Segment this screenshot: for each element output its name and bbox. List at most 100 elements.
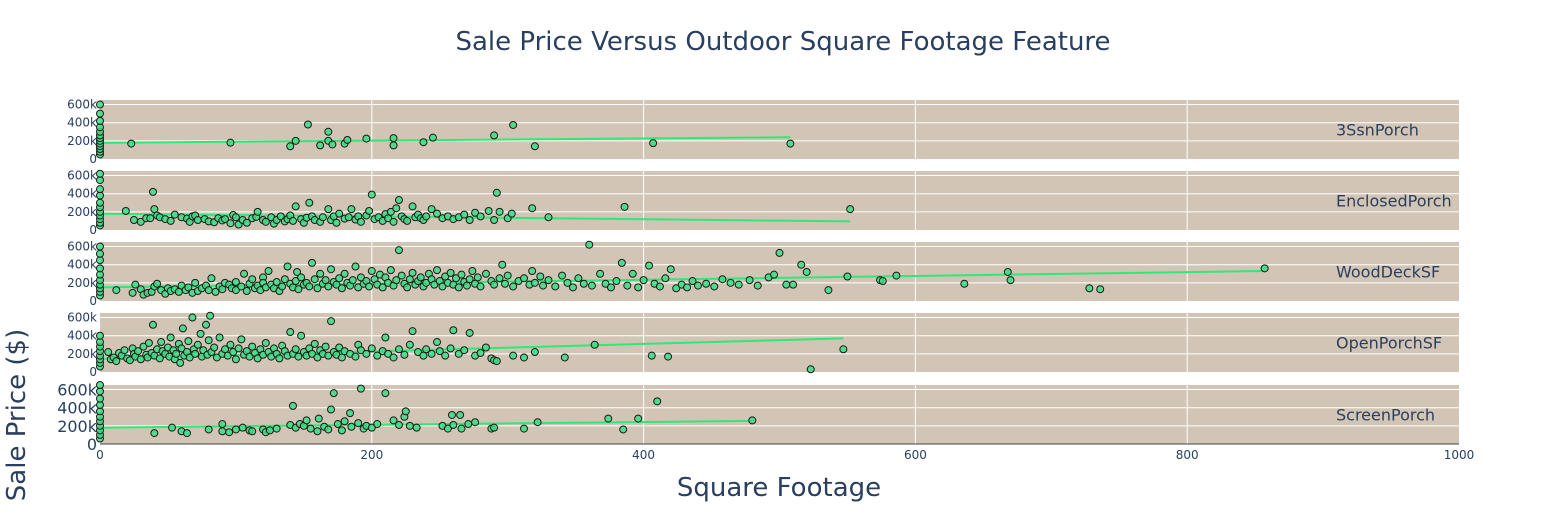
data-point [226,138,235,147]
data-point [457,270,466,279]
data-point [191,278,200,287]
data-point [218,420,227,429]
data-point [433,209,442,218]
data-point [428,133,437,142]
y-tick-label: 600k [67,169,97,183]
data-point [465,275,474,284]
data-point [305,198,314,207]
data-point [155,354,164,363]
data-point [188,313,197,322]
data-point [293,267,302,276]
data-point [503,271,512,280]
data-point [574,274,583,283]
data-point [329,389,338,398]
data-point [394,196,403,205]
data-point [288,401,297,410]
data-point [134,347,143,356]
panel-background [100,313,1459,372]
data-point [634,283,643,292]
data-point [166,216,175,225]
data-point [356,217,365,226]
data-point [460,210,469,219]
data-point [373,351,382,360]
data-point [389,134,398,143]
y-tick-label: 600k [57,381,98,400]
data-point [427,205,436,214]
data-point [454,283,463,292]
data-point [356,346,365,355]
y-tick-label: 400k [67,187,97,201]
data-point [481,343,490,352]
data-point [354,283,363,292]
data-point [392,204,401,213]
x-axis: 0 200 400 600 800 1000 [96,443,1474,462]
data-point [253,354,262,363]
data-point [136,217,145,226]
data-point [170,210,179,219]
data-point [495,274,504,283]
y-tick-label: 600k [67,240,97,254]
data-point [416,273,425,282]
data-point [533,418,542,427]
data-point [530,142,539,151]
data-point [324,127,333,136]
data-point [168,423,177,432]
data-point [144,338,153,347]
data-point [460,346,469,355]
data-point [628,269,637,278]
y-tick-label: 0 [89,294,97,308]
data-point [96,100,104,109]
data-point [702,279,711,288]
data-point [452,274,461,283]
data-point [127,139,136,148]
data-point [471,418,480,427]
data-point [96,381,104,389]
data-point [490,280,499,289]
data-point [272,277,281,286]
data-point [688,277,697,286]
data-point [647,351,656,360]
chart-title: Sale Price Versus Outdoor Square Footage… [455,27,1110,57]
data-point [150,429,159,438]
data-point [473,273,482,282]
data-point [327,265,336,274]
data-point [476,212,485,221]
data-point [223,351,232,360]
data-point [226,340,235,349]
panel-label: EnclosedPorch [1336,192,1452,211]
data-point [343,135,352,144]
data-point [734,280,743,289]
data-point [324,425,333,434]
data-point [327,405,336,414]
y-tick-label: 200k [67,347,97,361]
data-point [278,282,287,291]
y-tick-label: 400k [67,116,97,130]
data-point [490,131,499,140]
data-point [226,219,235,228]
data-point [620,202,629,211]
data-point [1096,285,1105,294]
data-point [449,420,458,429]
data-point [305,282,314,291]
data-point [394,246,403,255]
data-point [237,335,246,344]
y-tick-label: 200k [67,134,97,148]
data-point [184,283,193,292]
data-point [291,277,300,286]
data-point [498,260,507,269]
data-point [242,287,251,296]
data-point [465,216,474,225]
data-point [96,116,104,125]
y-tick-label: 0 [89,152,97,166]
data-point [237,282,246,291]
panel-label: WoodDeckSF [1336,263,1440,282]
data-point [400,350,409,359]
data-point [490,423,499,432]
trend-line [99,212,851,223]
data-point [337,426,346,435]
panel-EnclosedPorch: 0 200k 400k 600k EnclosedPorch [67,169,1459,237]
data-point [563,278,572,287]
data-point [96,109,104,118]
data-point [231,425,240,434]
x-tick-label: 0 [96,448,104,462]
